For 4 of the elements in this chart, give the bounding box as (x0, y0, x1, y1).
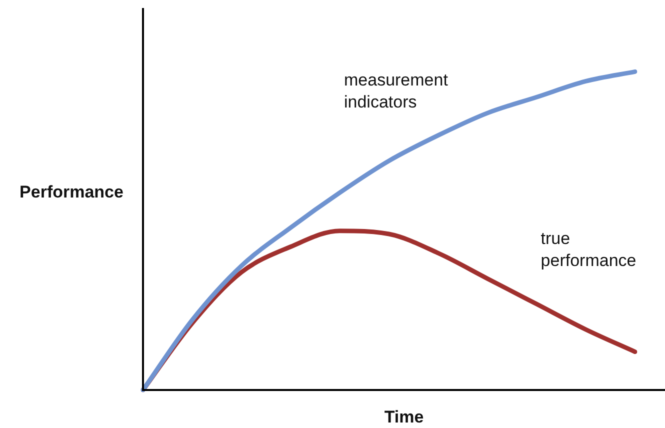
x-axis-title: Time (384, 408, 424, 427)
series-label: true performance (540, 229, 636, 270)
series-label: measurement indicators (344, 70, 448, 112)
y-axis-title: Performance (20, 182, 124, 202)
